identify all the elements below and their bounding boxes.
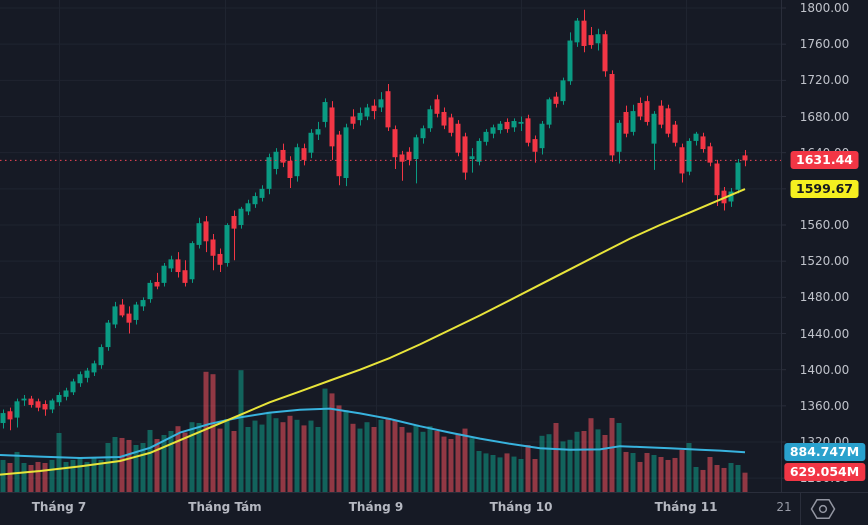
price-tick-label: 1680.00 — [799, 109, 850, 124]
price-tick-label: 1520.00 — [799, 254, 850, 269]
price-tick-label: 1480.00 — [799, 290, 850, 305]
hexagon-outline — [810, 499, 836, 519]
month-label: Tháng 11 — [654, 500, 718, 514]
volume-bars — [0, 370, 748, 492]
price-tick-label: 1440.00 — [799, 326, 850, 341]
time-tick-label: 21 — [776, 500, 792, 514]
month-label: Tháng 7 — [31, 500, 87, 514]
market-status-hexagon-icon[interactable] — [810, 498, 836, 520]
price-tick-label: 1360.00 — [799, 398, 850, 413]
price-axis-ticks — [781, 7, 786, 479]
month-label: Tháng Tám — [188, 500, 262, 514]
month-label: Tháng 10 — [489, 500, 553, 514]
price-axis[interactable]: 1631.44 1599.67 884.747M 629.054M 1800.0… — [781, 0, 868, 492]
price-tick-label: 1560.00 — [799, 218, 850, 232]
price-tick-label: 1400.00 — [799, 362, 850, 377]
time-axis[interactable]: Tháng 7 Tháng Tám Tháng 9 Tháng 10 Tháng 11 2… — [0, 493, 868, 525]
last-price-badge: 1631.44 — [790, 150, 859, 169]
hexagon-center-dot — [818, 504, 828, 514]
volume-ma-line — [0, 407, 746, 459]
ma-value-badge: 1599.67 — [790, 179, 859, 198]
volume-ma-value-badge: 884.747M — [783, 442, 866, 461]
volume-value-badge: 629.054M — [783, 463, 866, 482]
price-tick-label: 1800.00 — [799, 1, 850, 15]
month-label: Tháng 9 — [348, 500, 404, 514]
price-tick-label: 1760.00 — [799, 37, 850, 52]
grid-horizontal — [0, 7, 781, 479]
ma-line — [0, 188, 746, 476]
candles-layer — [0, 9, 748, 431]
price-tick-label: 1720.00 — [799, 73, 850, 88]
